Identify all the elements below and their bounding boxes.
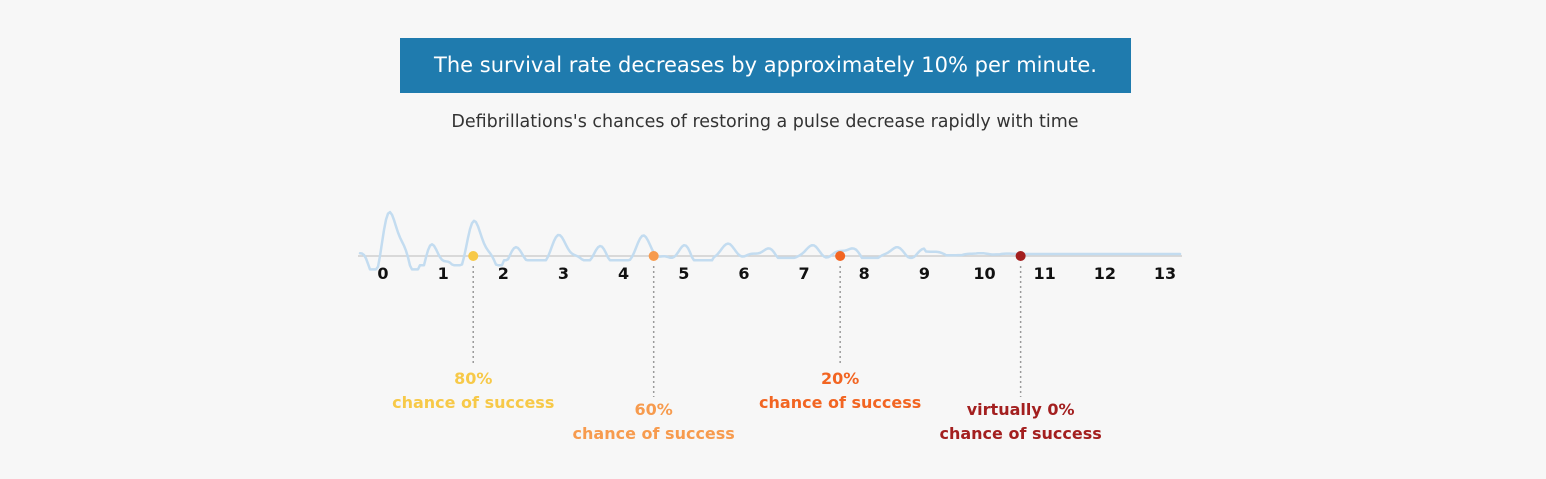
annotation-percent: 80%: [454, 369, 492, 388]
x-tick-label: 3: [558, 264, 569, 283]
annotation-percent: virtually 0%: [967, 400, 1075, 419]
annotation-marker: [835, 251, 846, 261]
annotation-marker: [1015, 251, 1026, 261]
x-tick-labels: 0 1 2 3 4 5 6 7 8 9 10 11 12 13: [377, 264, 1176, 283]
x-tick-label: 9: [919, 264, 930, 283]
headline-banner: The survival rate decreases by approxima…: [400, 38, 1131, 93]
annotation-caption: chance of success: [573, 424, 735, 443]
chart-subtitle: Defibrillations's chances of restoring a…: [451, 112, 1079, 132]
annotation-marker: [648, 251, 659, 261]
x-tick-label: 11: [1034, 264, 1056, 283]
annotation-caption: chance of success: [392, 393, 554, 412]
annotation-marker: [468, 251, 479, 261]
x-tick-label: 8: [859, 264, 870, 283]
annotation-percent: 60%: [635, 400, 673, 419]
x-tick-label: 1: [438, 264, 449, 283]
x-tick-label: 0: [377, 264, 388, 283]
x-tick-label: 13: [1154, 264, 1176, 283]
x-tick-label: 7: [799, 264, 810, 283]
x-tick-label: 5: [678, 264, 689, 283]
x-tick-label: 12: [1094, 264, 1116, 283]
annotation-percent: 20%: [821, 369, 859, 388]
annotation-caption: chance of success: [939, 424, 1101, 443]
annotation-caption: chance of success: [759, 393, 921, 412]
ecg-trace: [358, 210, 1182, 271]
x-tick-label: 2: [498, 264, 509, 283]
x-tick-label: 4: [618, 264, 629, 283]
annotations: 80% chance of success 60% chance of success…: [392, 251, 1102, 443]
x-tick-label: 10: [973, 264, 995, 283]
x-tick-label: 6: [738, 264, 749, 283]
